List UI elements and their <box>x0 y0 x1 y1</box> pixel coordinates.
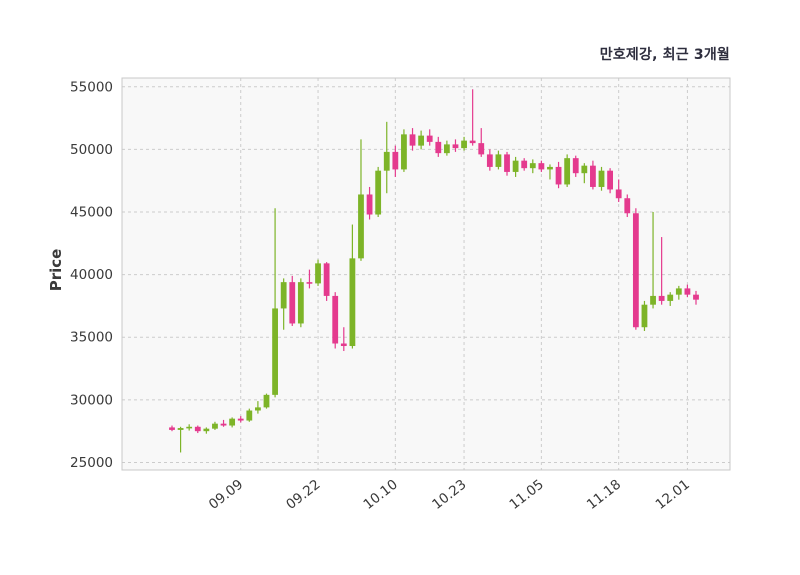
y-tick-label: 55000 <box>70 79 113 95</box>
candle-body-up <box>246 410 253 421</box>
candle-body-down <box>452 144 459 149</box>
y-axis-label: Price <box>47 248 65 292</box>
y-tick-label: 30000 <box>70 392 113 408</box>
candle-body-down <box>237 418 244 421</box>
candle-body-up <box>650 295 656 305</box>
candle-body-up <box>667 294 674 301</box>
candle-body-down <box>332 295 339 344</box>
candle-body-up <box>495 154 502 167</box>
candle-body-down <box>504 154 510 172</box>
candle-body-down <box>632 213 639 328</box>
candle-body-up <box>272 308 278 395</box>
candle-body-down <box>590 165 596 187</box>
candle-body-down <box>684 288 691 295</box>
candle-body-up <box>401 134 407 170</box>
candle-body-down <box>366 194 373 215</box>
candle-body-up <box>675 288 682 295</box>
candle-body-up <box>263 394 270 408</box>
candle-body-up <box>564 158 571 185</box>
x-tick-label: 11.05 <box>507 477 547 513</box>
candle-body-up <box>581 165 588 174</box>
candle-body-up <box>598 170 605 187</box>
chart-title: 만호제강, 최근 3개월 <box>599 47 730 63</box>
candle-body-up <box>280 282 287 309</box>
plot-area <box>122 78 730 470</box>
plot-border <box>121 77 731 471</box>
candle-body-up <box>297 282 304 324</box>
candle-body-down <box>306 282 313 284</box>
candle-body-up <box>529 163 536 169</box>
candle-body-up <box>375 170 382 215</box>
x-tick-label: 09.22 <box>283 477 323 513</box>
candle-body-down <box>289 282 296 324</box>
candle-body-down <box>538 163 545 170</box>
candle-body-down <box>323 263 330 296</box>
candle-body-down <box>486 154 493 167</box>
y-tick-label: 35000 <box>70 330 113 346</box>
candle-body-down <box>194 426 201 432</box>
candle-body-up <box>349 258 356 347</box>
candle-body-down <box>607 170 613 190</box>
candle-body-up <box>212 423 218 429</box>
x-tick-label: 10.10 <box>360 477 400 513</box>
candle-body-down <box>615 189 622 199</box>
candle-body-up <box>418 135 425 146</box>
candle-body-down <box>469 140 476 144</box>
candle-body-down <box>478 143 485 155</box>
candle-body-down <box>624 198 631 214</box>
candle-body-up <box>186 426 193 429</box>
x-tick-label: 12.01 <box>653 477 693 513</box>
candle-body-up <box>229 418 236 426</box>
candle-body-up <box>461 140 467 149</box>
y-tick-label: 50000 <box>70 142 113 158</box>
candle-body-down <box>435 141 442 154</box>
candle-body-down <box>572 158 579 174</box>
y-tick-label: 40000 <box>70 267 113 283</box>
candle-body-down <box>169 427 175 430</box>
candle-body-down <box>340 343 347 347</box>
candle-body-down <box>658 295 665 301</box>
candle-body-up <box>315 263 321 284</box>
x-tick-label: 09.09 <box>206 477 246 513</box>
x-tick-label: 11.18 <box>584 477 624 513</box>
candle-body-up <box>641 304 648 328</box>
candle-body-down <box>220 423 227 426</box>
x-tick-label: 10.23 <box>429 477 469 513</box>
candle-body-up <box>512 160 519 172</box>
candle-body-down <box>693 294 699 300</box>
candle-body-down <box>555 166 562 185</box>
candle-body-up <box>383 151 390 171</box>
candle-body-up <box>443 144 450 154</box>
candle-body-up <box>203 428 210 432</box>
candle-body-up <box>358 194 364 259</box>
candle-body-up <box>255 407 261 411</box>
candle-body-up <box>177 428 184 430</box>
candle-body-up <box>547 166 553 170</box>
y-tick-label: 25000 <box>70 455 113 471</box>
candle-body-down <box>521 160 528 169</box>
y-tick-label: 45000 <box>70 205 113 221</box>
candle-body-down <box>426 135 433 142</box>
candle-body-down <box>409 134 416 146</box>
candle-body-down <box>392 151 399 170</box>
